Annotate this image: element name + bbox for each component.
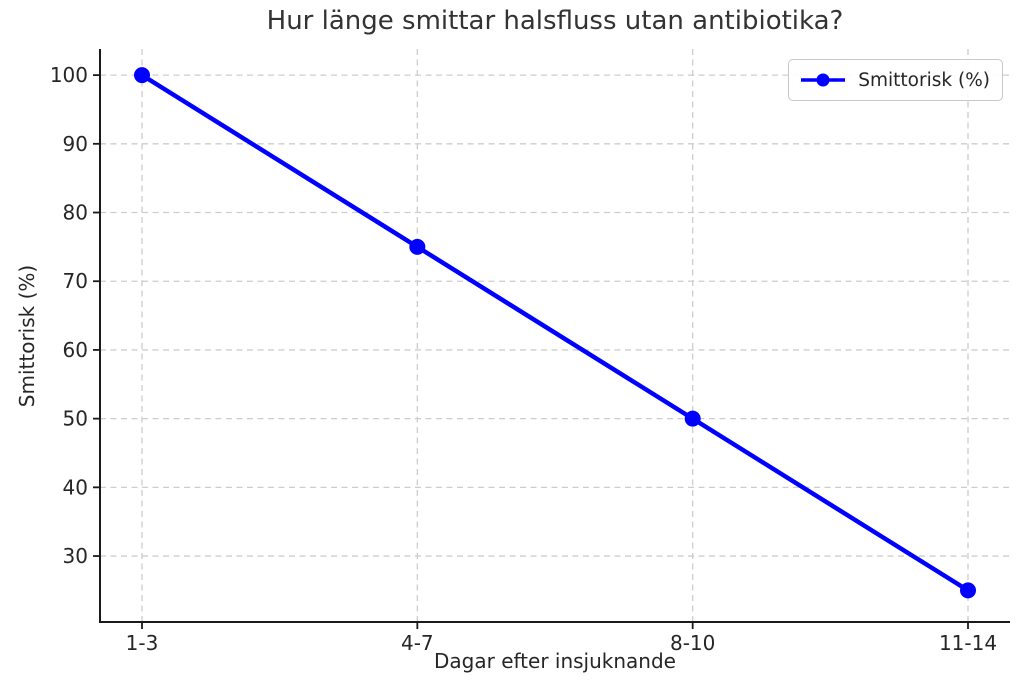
x-tick-label: 8-10 bbox=[670, 631, 715, 655]
y-tick-label: 30 bbox=[63, 544, 88, 568]
data-point bbox=[134, 67, 150, 84]
chart-title: Hur länge smittar halsfluss utan antibio… bbox=[266, 6, 844, 36]
legend-line-marker-icon bbox=[801, 73, 846, 87]
y-tick-label: 70 bbox=[63, 269, 88, 293]
x-tick-label: 11-14 bbox=[939, 631, 997, 655]
legend-label: Smittorisk (%) bbox=[858, 69, 990, 91]
data-point bbox=[960, 582, 976, 599]
y-axis-label: Smittorisk (%) bbox=[15, 264, 39, 408]
y-tick-label: 50 bbox=[63, 407, 88, 431]
x-axis-label: Dagar efter insjuknande bbox=[434, 649, 676, 673]
y-tick-label: 100 bbox=[50, 63, 88, 87]
data-point bbox=[409, 238, 426, 255]
y-tick-label: 80 bbox=[63, 201, 88, 225]
y-tick-label: 40 bbox=[63, 475, 88, 499]
data-line bbox=[139, 72, 971, 593]
legend: Smittorisk (%) bbox=[788, 59, 1003, 101]
y-tick-label: 90 bbox=[63, 132, 88, 156]
x-tick-label: 4-7 bbox=[401, 631, 434, 655]
data-point bbox=[684, 410, 701, 427]
x-tick-label: 1-3 bbox=[126, 631, 159, 655]
y-tick-label: 60 bbox=[63, 338, 88, 362]
